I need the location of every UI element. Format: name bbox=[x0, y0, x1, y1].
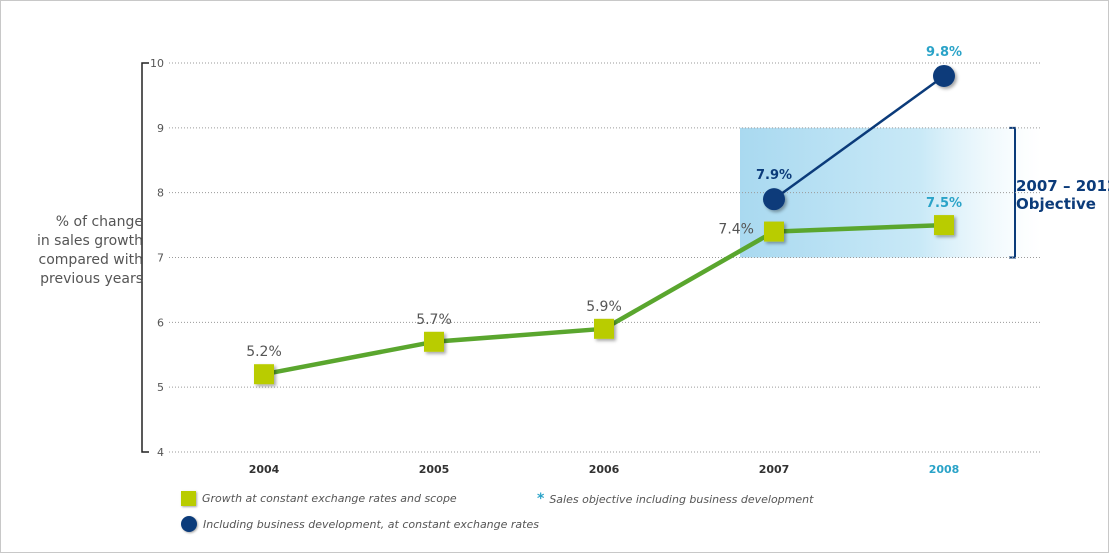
legend-text-business-dev: Including business development, at const… bbox=[203, 517, 539, 531]
point-constant-2006 bbox=[594, 318, 614, 339]
data-label-business_dev-2007: 7.9% bbox=[756, 168, 792, 183]
objective-period: 2007 – 2012* bbox=[1016, 177, 1109, 195]
objective-band bbox=[740, 127, 1041, 258]
y-tick-label-4: 4 bbox=[157, 446, 164, 459]
x-tick-label-2006: 2006 bbox=[589, 463, 620, 476]
point-business_dev-2008 bbox=[933, 64, 955, 87]
point-constant-2005 bbox=[424, 331, 444, 352]
point-constant-2008 bbox=[934, 215, 954, 236]
x-tick-label-2005: 2005 bbox=[419, 463, 450, 476]
y-axis-line bbox=[141, 62, 149, 453]
square-marker-icon bbox=[181, 491, 196, 506]
y-tick-label-7: 7 bbox=[157, 252, 164, 265]
y-axis-label-line-4: previous years bbox=[40, 271, 143, 287]
data-label-constant-2007: 7.4% bbox=[718, 222, 754, 238]
asterisk-icon: * bbox=[537, 491, 545, 507]
y-axis-label-line-1: % of change bbox=[55, 214, 143, 230]
objective-label: Objective bbox=[1016, 195, 1096, 213]
series-line-business_dev bbox=[773, 74, 945, 201]
y-tick-label-5: 5 bbox=[157, 381, 164, 394]
y-axis-label-line-3: compared with bbox=[38, 252, 143, 268]
data-label-constant-2005: 5.7% bbox=[416, 312, 452, 328]
circle-marker-icon bbox=[181, 516, 197, 532]
legend-text-objective: Sales objective including business devel… bbox=[549, 492, 814, 506]
legend-item-business-dev: Including business development, at const… bbox=[181, 516, 539, 532]
y-tick-label-9: 9 bbox=[157, 122, 164, 135]
point-business_dev-2007 bbox=[763, 188, 785, 211]
point-constant-2004 bbox=[254, 364, 274, 385]
y-tick-label-8: 8 bbox=[157, 187, 164, 200]
legend-item-objective: * Sales objective including business dev… bbox=[537, 491, 813, 507]
data-label-constant-2006: 5.9% bbox=[586, 299, 622, 315]
legend-text-growth: Growth at constant exchange rates and sc… bbox=[202, 492, 457, 505]
legend-item-growth: Growth at constant exchange rates and sc… bbox=[181, 491, 457, 506]
x-tick-label-2004: 2004 bbox=[249, 463, 280, 476]
point-constant-2007 bbox=[764, 221, 784, 242]
x-tick-label-2007: 2007 bbox=[759, 463, 790, 476]
y-axis-label-line-2: in sales growth bbox=[36, 233, 143, 249]
data-label-constant-2004: 5.2% bbox=[246, 344, 282, 360]
y-tick-label-6: 6 bbox=[157, 316, 164, 329]
data-label-business_dev-2008: 9.8% bbox=[926, 45, 962, 60]
x-tick-label-2008: 2008 bbox=[929, 463, 960, 476]
y-tick-label-10: 10 bbox=[150, 57, 164, 70]
objective-annotation: 2007 – 2012* Objective bbox=[1016, 177, 1109, 213]
data-label-constant-2008: 7.5% bbox=[926, 196, 962, 211]
